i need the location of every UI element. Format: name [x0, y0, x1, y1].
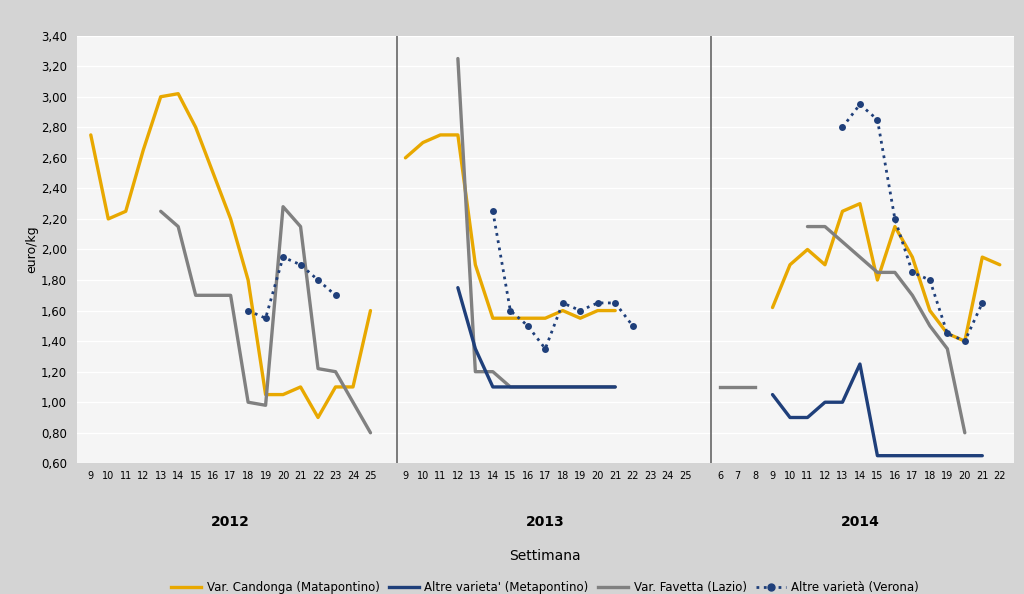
Y-axis label: euro/kg: euro/kg	[26, 226, 38, 273]
Legend: Var. Candonga (Matapontino), Altre varieta' (Metapontino), Var. Favetta (Lazio),: Var. Candonga (Matapontino), Altre varie…	[167, 576, 924, 594]
Text: 2014: 2014	[841, 514, 880, 529]
Text: 2012: 2012	[211, 514, 250, 529]
Text: 2013: 2013	[526, 514, 564, 529]
Text: Settimana: Settimana	[510, 549, 581, 563]
